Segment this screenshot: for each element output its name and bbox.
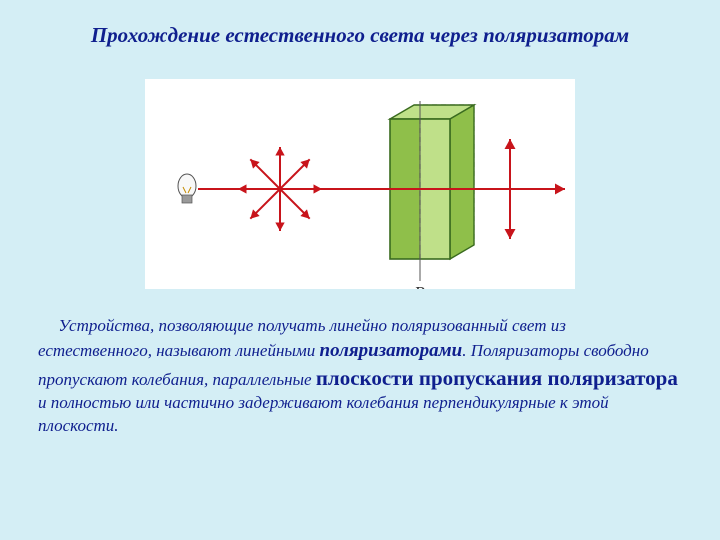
- slide-page: Прохождение естественного света через по…: [0, 0, 720, 540]
- svg-text:P: P: [413, 283, 425, 289]
- polarizer-diagram: P: [145, 79, 575, 289]
- keyword-transmission-plane: плоскости пропускания поляризатора: [316, 366, 678, 390]
- page-title: Прохождение естественного света через по…: [38, 22, 682, 49]
- body-paragraph: Устройства, позволяющие получать линейно…: [38, 315, 682, 438]
- body-period1: .: [462, 341, 471, 360]
- figure-container: P: [38, 79, 682, 289]
- keyword-polarizers: поляризаторами: [320, 340, 463, 361]
- body-run2b: и полностью или частично задерживают кол…: [38, 393, 609, 435]
